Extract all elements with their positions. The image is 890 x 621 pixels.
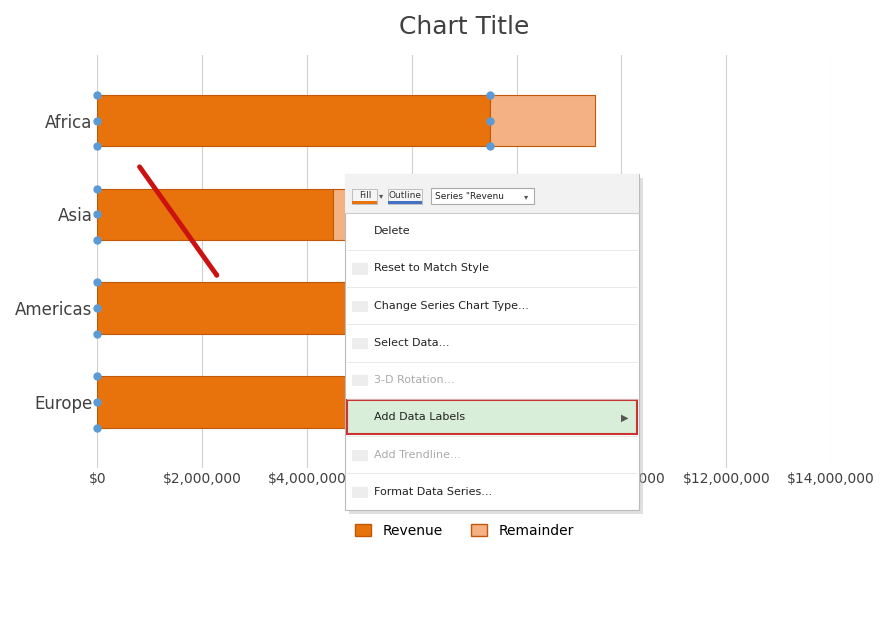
FancyArrowPatch shape <box>140 167 217 275</box>
Text: Add Trendline...: Add Trendline... <box>374 450 461 460</box>
Bar <box>352 450 368 461</box>
FancyBboxPatch shape <box>345 174 639 510</box>
Text: Reset to Match Style: Reset to Match Style <box>374 263 489 273</box>
Text: ▶: ▶ <box>621 412 628 422</box>
Bar <box>352 201 377 204</box>
Bar <box>97 189 333 240</box>
Bar <box>97 95 490 147</box>
Bar <box>385 376 621 428</box>
Legend: Revenue, Remainder: Revenue, Remainder <box>349 518 579 543</box>
FancyBboxPatch shape <box>388 189 422 204</box>
Bar <box>352 487 368 498</box>
Text: Format Data Series...: Format Data Series... <box>374 487 492 497</box>
Bar <box>352 301 368 312</box>
Text: ▾: ▾ <box>379 191 384 199</box>
FancyBboxPatch shape <box>349 178 643 514</box>
Text: Add Data Labels: Add Data Labels <box>374 412 465 422</box>
Bar <box>352 263 368 274</box>
Text: Change Series Chart Type...: Change Series Chart Type... <box>374 301 529 310</box>
Bar <box>352 338 368 349</box>
Bar <box>333 189 465 240</box>
Bar <box>490 95 595 147</box>
Text: Series "Revenu: Series "Revenu <box>435 192 505 201</box>
Bar <box>388 201 422 204</box>
Bar <box>352 375 368 386</box>
Text: 3-D Rotation...: 3-D Rotation... <box>374 375 454 385</box>
Bar <box>506 283 621 334</box>
Text: ▾: ▾ <box>524 192 529 201</box>
Text: Outline: Outline <box>388 191 422 199</box>
FancyBboxPatch shape <box>352 189 377 204</box>
FancyBboxPatch shape <box>347 400 637 434</box>
Text: Select Data...: Select Data... <box>374 338 449 348</box>
Text: Fill: Fill <box>359 191 371 199</box>
FancyBboxPatch shape <box>431 188 534 204</box>
Bar <box>97 376 385 428</box>
FancyBboxPatch shape <box>345 174 639 212</box>
Title: Chart Title: Chart Title <box>399 15 530 39</box>
Bar <box>97 283 506 334</box>
Text: Delete: Delete <box>374 226 410 236</box>
